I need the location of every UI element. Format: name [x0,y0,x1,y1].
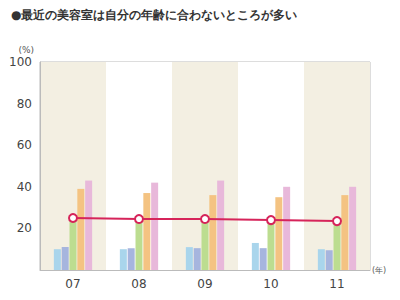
svg-text:60: 60 [17,138,32,152]
svg-text:11: 11 [329,277,344,291]
svg-text:09: 09 [197,277,212,291]
svg-text:07: 07 [65,277,80,291]
svg-text:08: 08 [131,277,146,291]
svg-text:(%): (%) [18,45,34,55]
svg-text:20: 20 [17,221,32,235]
svg-text:100: 100 [9,55,32,69]
svg-text:80: 80 [17,97,32,111]
svg-text:40: 40 [17,180,32,194]
svg-text:●最近の美容室は自分の年齢に合わないところが多い: ●最近の美容室は自分の年齢に合わないところが多い [11,8,297,22]
svg-text:10: 10 [263,277,278,291]
svg-text:(年): (年) [372,266,386,275]
